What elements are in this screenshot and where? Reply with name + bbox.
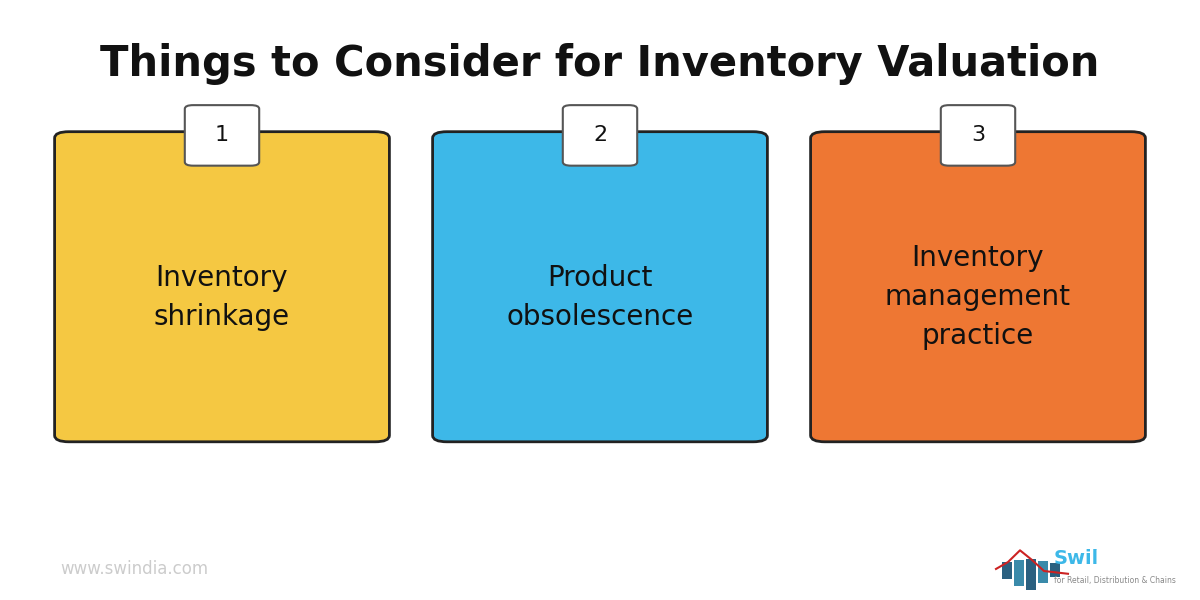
Bar xyxy=(1002,562,1012,580)
FancyBboxPatch shape xyxy=(185,105,259,166)
Text: Inventory
management
practice: Inventory management practice xyxy=(884,244,1072,350)
Text: 3: 3 xyxy=(971,125,985,145)
Text: for Retail, Distribution & Chains: for Retail, Distribution & Chains xyxy=(1054,576,1176,585)
FancyBboxPatch shape xyxy=(811,131,1146,442)
Text: 1: 1 xyxy=(215,125,229,145)
Bar xyxy=(1038,561,1048,583)
Text: Things to Consider for Inventory Valuation: Things to Consider for Inventory Valuati… xyxy=(101,43,1099,85)
Text: ERP: ERP xyxy=(1094,549,1136,568)
Text: www.swindia.com: www.swindia.com xyxy=(60,560,208,578)
FancyBboxPatch shape xyxy=(432,131,768,442)
Text: 2: 2 xyxy=(593,125,607,145)
FancyBboxPatch shape xyxy=(55,131,390,442)
Text: Swil: Swil xyxy=(1054,549,1099,568)
Text: Product
obsolescence: Product obsolescence xyxy=(506,264,694,331)
Text: Inventory
shrinkage: Inventory shrinkage xyxy=(154,264,290,331)
Bar xyxy=(1014,560,1024,586)
Bar xyxy=(1050,563,1060,577)
FancyBboxPatch shape xyxy=(941,105,1015,166)
FancyBboxPatch shape xyxy=(563,105,637,166)
Bar xyxy=(1026,559,1036,590)
